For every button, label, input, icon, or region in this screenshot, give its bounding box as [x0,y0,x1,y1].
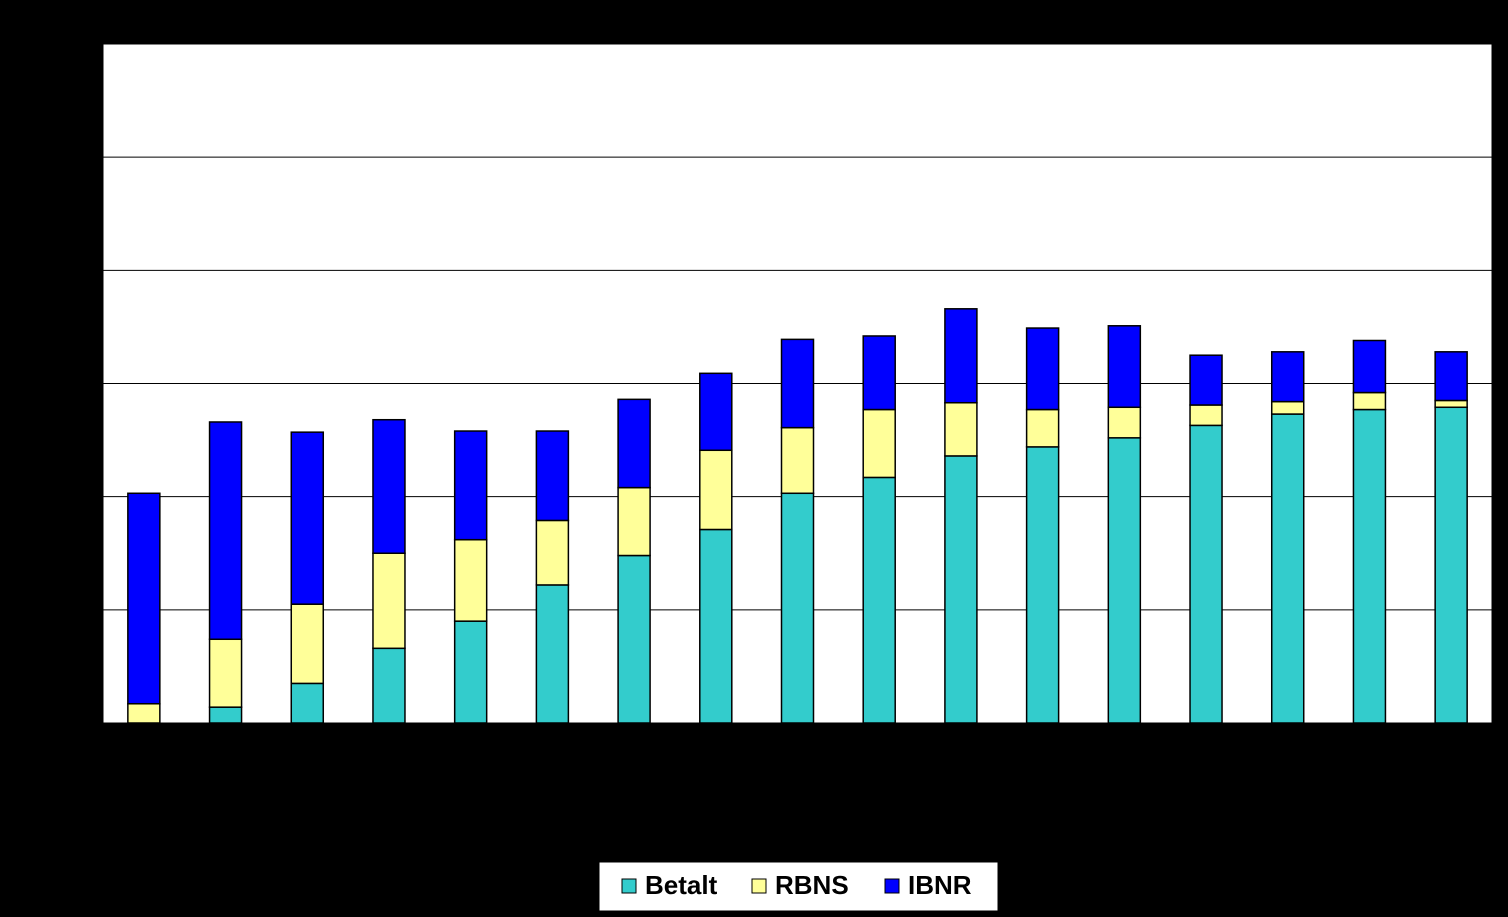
legend-swatch [751,878,767,894]
bar-segment [127,492,161,705]
bar-segment [1189,354,1223,406]
bar-segment [1107,325,1142,409]
bar-segment [535,584,570,724]
bar-segment [780,492,815,724]
bar-segment [699,528,733,724]
bar-segment [1434,406,1468,724]
bar-segment [1025,408,1060,448]
legend-label: Betalt [645,870,718,900]
bar-segment [1352,408,1387,724]
bar-segment [290,682,325,724]
bar-segment [1434,351,1468,402]
bar-segment [862,476,896,724]
bar-segment [1189,424,1223,724]
bar-segment [1107,437,1142,724]
bar-segment [372,647,406,724]
bar-segment [944,308,978,404]
bar-segment [290,603,325,685]
bar-segment [617,486,651,557]
bar-segment [127,703,161,724]
bar-segment [780,426,815,495]
bar-segment [372,552,406,650]
legend-swatch [884,878,900,894]
bar-segment [617,398,651,489]
legend [598,861,999,912]
bar-segment [535,519,570,586]
bar-segment [1352,339,1387,394]
bar-segment [1352,391,1387,411]
bar-segment [862,335,896,411]
bar-segment [290,431,325,605]
bar-segment [208,706,243,724]
bar-segment [1025,327,1060,411]
bar-segment [1270,351,1305,403]
bar-segment [1270,413,1305,724]
bar-segment [699,372,733,452]
bar-segment [1270,400,1305,415]
bar-segment [944,401,978,457]
bar-segment [1025,446,1060,724]
bar-segment [780,338,815,429]
bar-segment [453,538,488,622]
bar-segment [617,554,651,724]
bar-segment [208,638,243,708]
bar-segment [453,430,488,541]
legend-label: RBNS [775,870,849,900]
bar-segment [1434,399,1468,409]
legend-label: IBNR [908,870,972,900]
bar-segment [1107,406,1142,439]
bar-segment [699,449,733,531]
bar-segment [944,455,978,724]
legend-swatch [621,878,637,894]
bar-segment [453,620,488,724]
bar-segment [862,408,896,479]
bar-segment [208,421,243,641]
bar-segment [535,430,570,522]
bar-segment [372,418,406,555]
bar-segment [1189,404,1223,427]
